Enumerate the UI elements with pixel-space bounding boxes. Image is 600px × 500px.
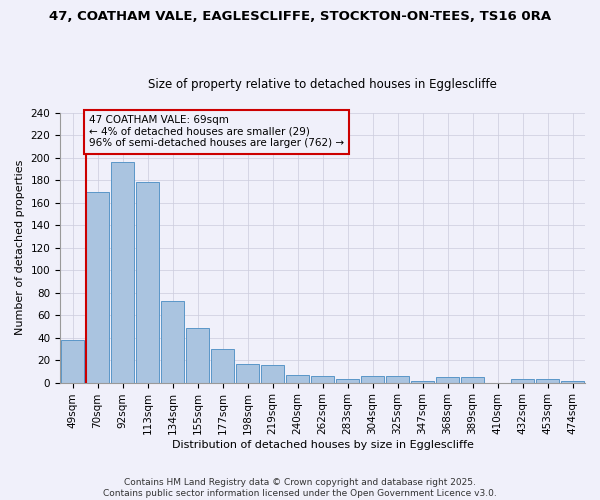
Bar xyxy=(211,349,235,382)
Bar xyxy=(361,376,385,382)
Bar xyxy=(286,374,310,382)
Text: 47 COATHAM VALE: 69sqm
← 4% of detached houses are smaller (29)
96% of semi-deta: 47 COATHAM VALE: 69sqm ← 4% of detached … xyxy=(89,115,344,148)
Bar xyxy=(260,364,284,382)
Text: Contains HM Land Registry data © Crown copyright and database right 2025.
Contai: Contains HM Land Registry data © Crown c… xyxy=(103,478,497,498)
Bar xyxy=(86,192,109,382)
Bar xyxy=(335,379,359,382)
Bar xyxy=(161,300,184,382)
Bar xyxy=(110,162,134,382)
Bar xyxy=(236,364,259,382)
Y-axis label: Number of detached properties: Number of detached properties xyxy=(15,160,25,336)
Text: 47, COATHAM VALE, EAGLESCLIFFE, STOCKTON-ON-TEES, TS16 0RA: 47, COATHAM VALE, EAGLESCLIFFE, STOCKTON… xyxy=(49,10,551,23)
Bar xyxy=(136,182,160,382)
Bar xyxy=(436,377,460,382)
Bar xyxy=(61,340,85,382)
X-axis label: Distribution of detached houses by size in Egglescliffe: Distribution of detached houses by size … xyxy=(172,440,473,450)
Bar xyxy=(461,377,484,382)
Bar xyxy=(511,379,535,382)
Title: Size of property relative to detached houses in Egglescliffe: Size of property relative to detached ho… xyxy=(148,78,497,91)
Bar xyxy=(386,376,409,382)
Bar xyxy=(311,376,334,382)
Bar xyxy=(185,328,209,382)
Bar xyxy=(536,379,559,382)
